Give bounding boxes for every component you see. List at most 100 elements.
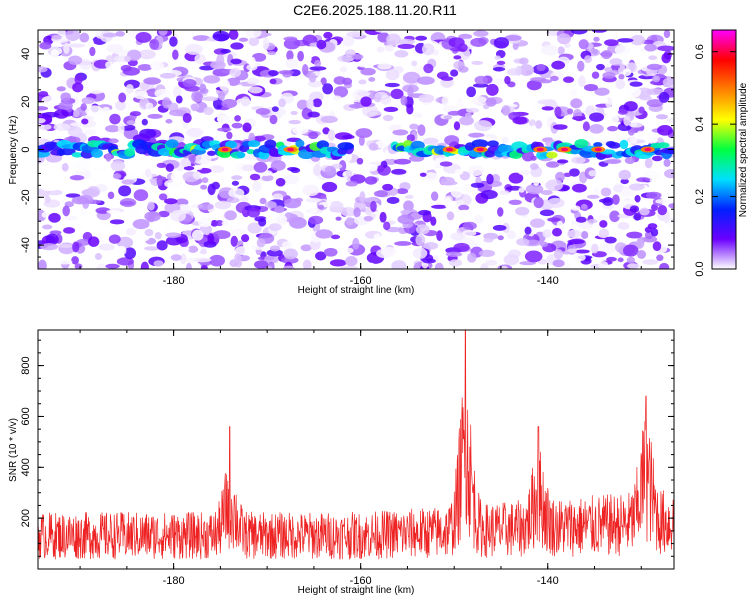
heatmap-cell [295,139,305,148]
heatmap-cell [342,170,355,177]
heatmap-cell [194,153,212,165]
heatmap-cell [536,63,546,72]
heatmap-cell [391,124,401,131]
heatmap-cell [603,113,620,125]
heatmap-cell [323,247,338,257]
heatmap-cell [165,232,182,238]
heatmap-cell [453,121,461,131]
heatmap-cell [545,179,563,192]
heatmap-cell [552,259,565,268]
heatmap-cell [554,106,562,118]
heatmap-cell [218,79,230,91]
heatmap-cell [368,77,376,82]
heatmap-xtick-label: -160 [350,275,372,287]
heatmap-cell [169,36,178,47]
heatmap-cell [386,196,400,204]
heatmap-ytick-label: 20 [20,96,32,108]
heatmap-cell [67,126,83,137]
heatmap-cell [94,253,103,260]
heatmap-cell [59,147,76,156]
heatmap-cell [284,212,293,220]
heatmap-cell [606,256,617,262]
heatmap-cell [45,233,59,246]
heatmap-cell [599,220,608,228]
heatmap-cell [249,173,261,181]
heatmap-cell [116,257,134,266]
heatmap-cell [68,43,86,48]
heatmap-cell [581,231,589,239]
heatmap-cell [638,106,645,114]
heatmap-cell [322,83,334,95]
heatmap-cell [404,194,414,199]
heatmap-cell [356,90,371,97]
heatmap-cell [342,35,355,47]
heatmap-cell [618,169,631,180]
heatmap-hotspot [476,147,484,152]
heatmap-cell [402,71,421,84]
heatmap-cell [323,31,333,39]
heatmap-cell [563,43,571,48]
heatmap-cell [652,75,661,83]
heatmap-cell [421,43,435,56]
heatmap-cell [442,105,458,113]
heatmap-cell [264,201,277,209]
heatmap-hotspot [536,147,544,152]
heatmap-xlabel: Height of straight line (km) [298,285,415,296]
heatmap-cell [161,224,173,231]
heatmap-cell [531,131,542,139]
heatmap-cell [305,197,322,203]
heatmap-cell [294,197,304,203]
heatmap-cell [609,58,623,66]
snr-ytick-label: 400 [20,458,32,476]
heatmap-cell [577,60,585,72]
heatmap-cell [156,162,167,169]
heatmap-cell [158,193,168,201]
heatmap-cell [485,259,498,266]
heatmap-cell [275,177,286,187]
heatmap-cell [454,168,464,176]
heatmap-cell [153,260,164,267]
heatmap-cell [533,176,540,186]
heatmap-cell [501,105,511,116]
snr-xtick-label: -140 [537,575,559,587]
heatmap-cell [492,67,506,72]
heatmap-cell [400,209,411,215]
heatmap-cell [193,257,212,263]
heatmap-cell [570,98,583,109]
heatmap-cell [307,80,323,88]
heatmap-cell [587,194,600,199]
heatmap-cell [241,234,250,243]
heatmap-cell [519,57,529,65]
heatmap-cell [63,42,70,55]
heatmap-cell [472,205,489,212]
heatmap-cell [106,43,124,53]
colorbar: 0.0 0.2 0.4 0.6 Normalized spectral amplitu… [694,29,749,277]
heatmap-cell [525,184,544,195]
heatmap-cell [539,209,555,217]
heatmap-cell [124,55,132,63]
heatmap-cell [400,95,408,106]
heatmap-cell [518,64,535,76]
heatmap-ytick-label: -40 [20,237,32,253]
heatmap-cell [307,208,318,214]
heatmap-cell [524,226,532,235]
heatmap-cell [41,211,49,218]
heatmap-cell [269,114,278,125]
heatmap-cell [187,245,199,253]
heatmap-cell [139,82,150,90]
heatmap-cell [71,152,83,158]
heatmap-cell [231,175,243,180]
heatmap-cell [450,186,463,198]
heatmap-cell [506,230,516,239]
heatmap-cell [348,103,365,109]
heatmap-cell [320,115,338,124]
heatmap-cell [587,219,598,224]
heatmap-cell [629,81,643,87]
heatmap-cell [101,106,112,118]
heatmap-cell [244,155,255,160]
heatmap-cell [646,88,665,95]
heatmap-cell [79,208,88,216]
heatmap-cell [443,115,453,120]
heatmap-cell [41,95,57,106]
heatmap-cell [38,66,48,73]
